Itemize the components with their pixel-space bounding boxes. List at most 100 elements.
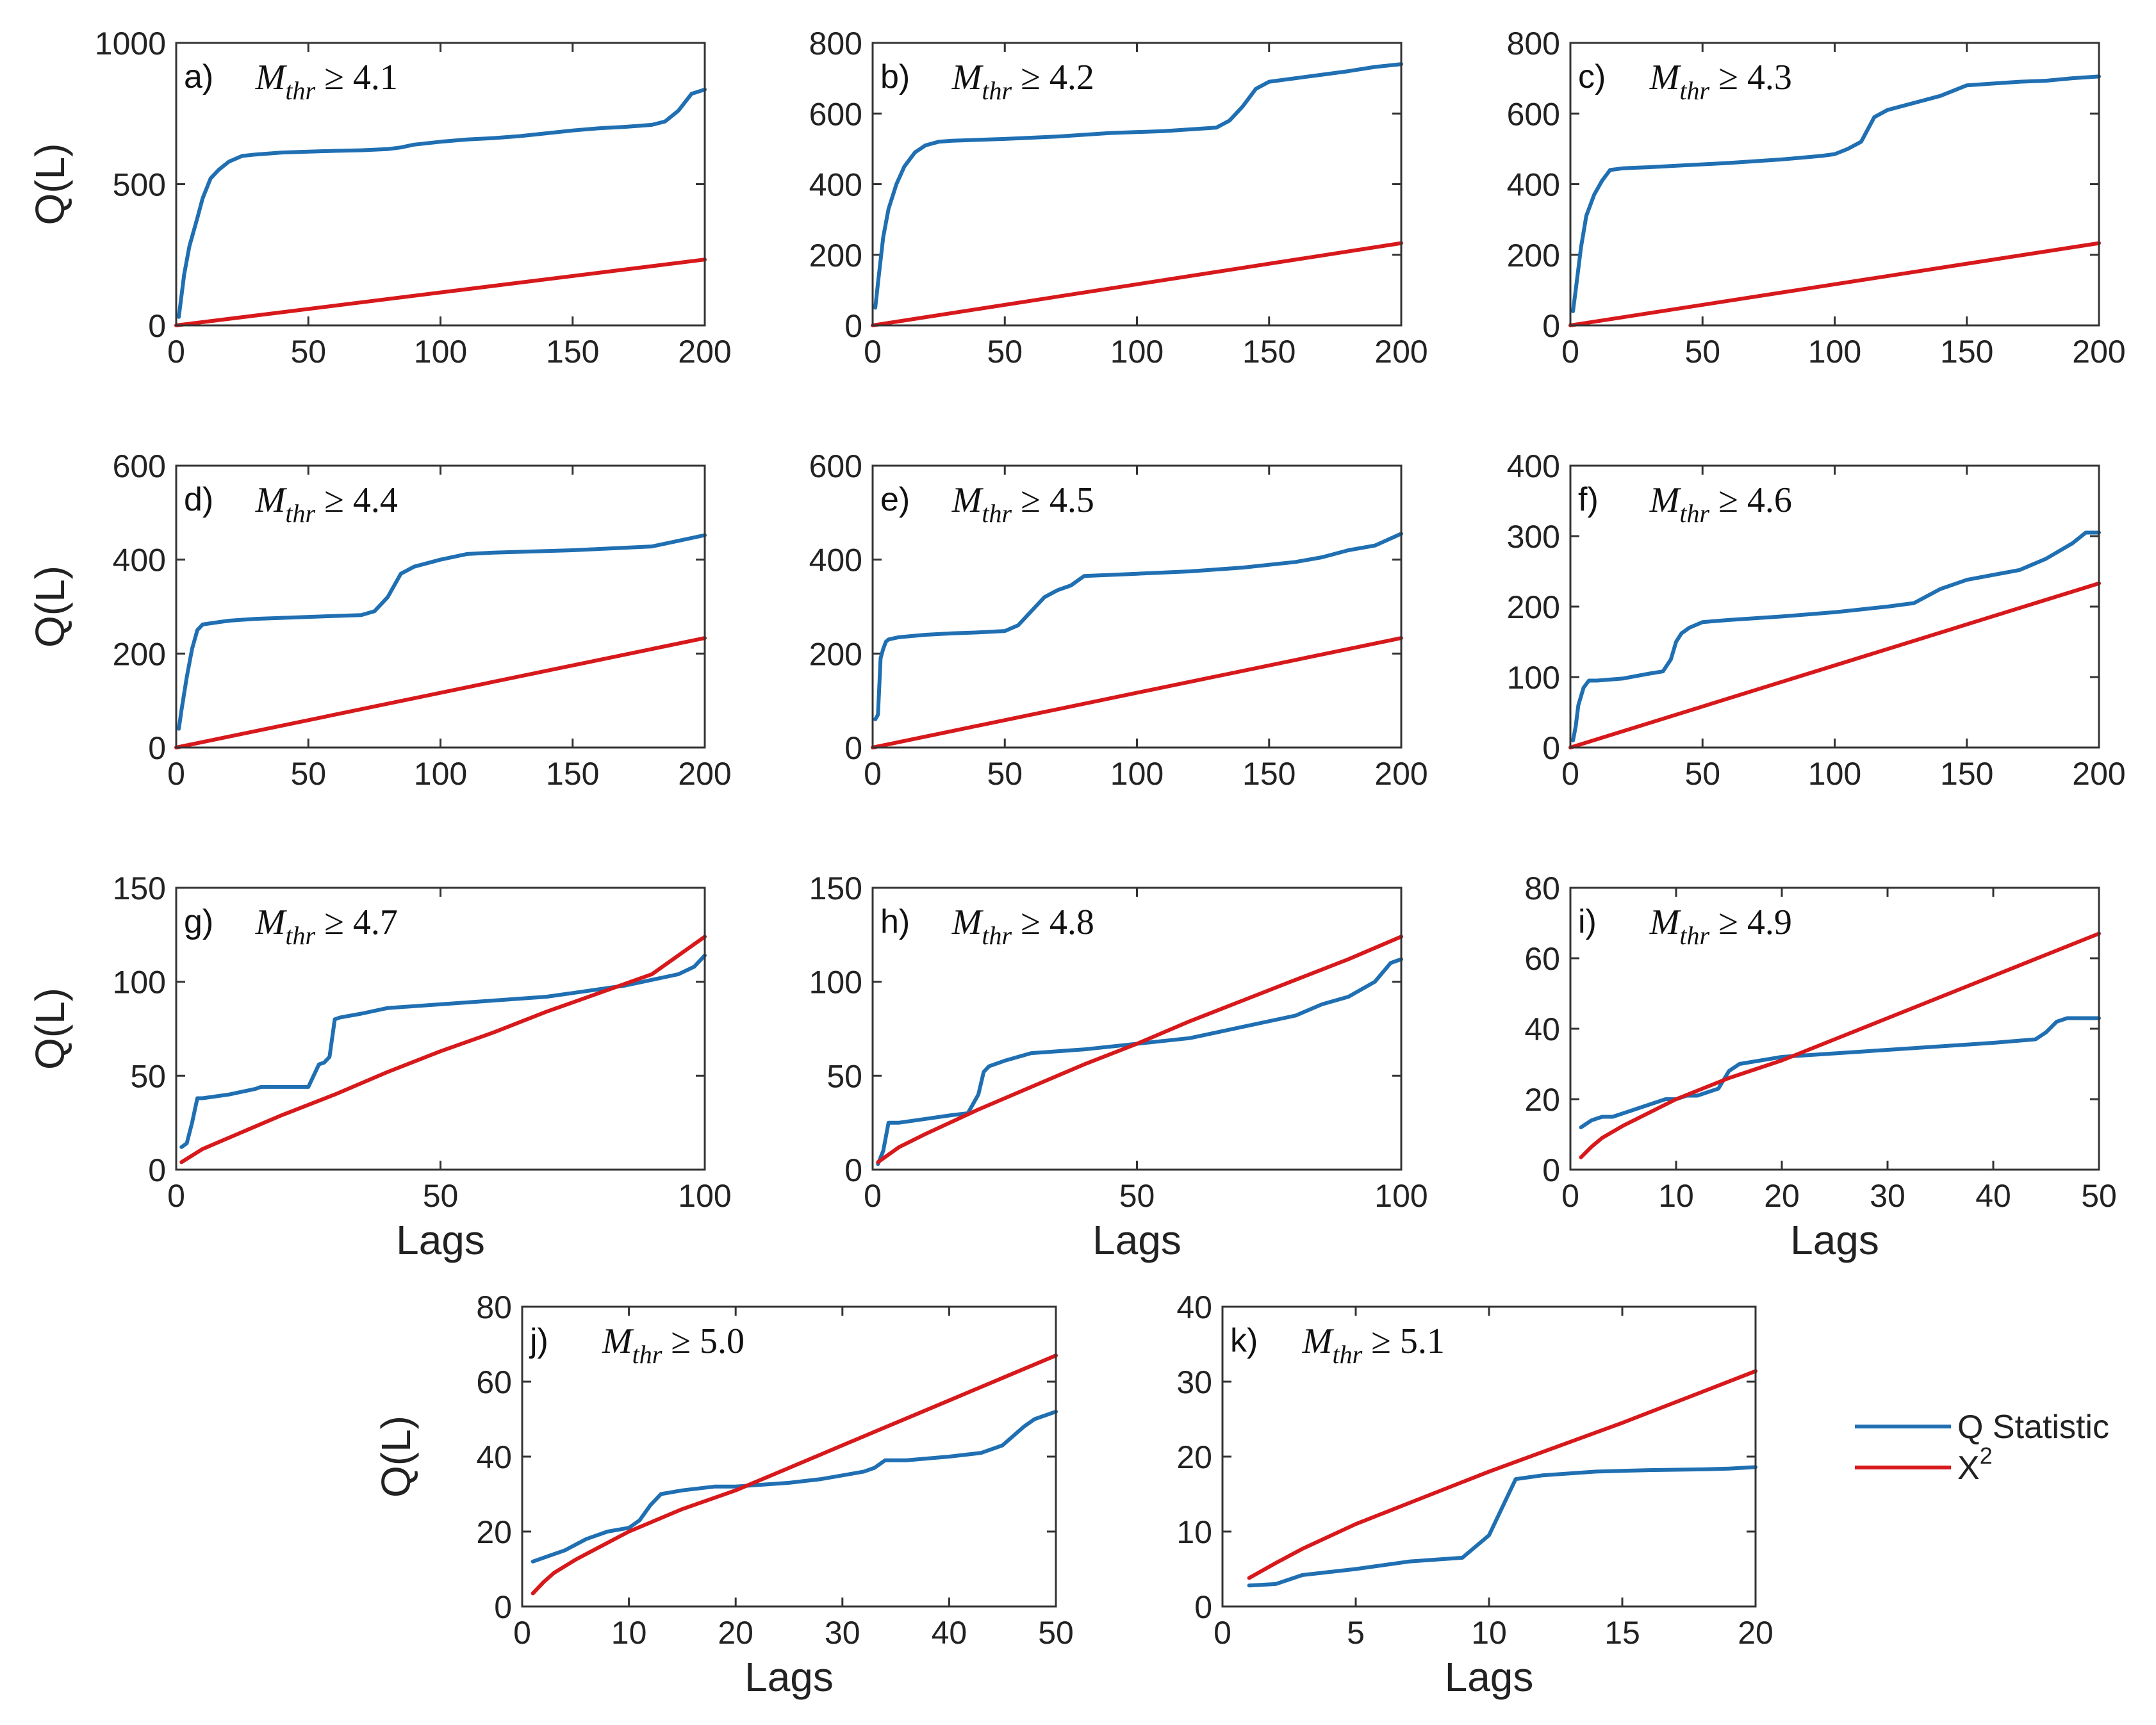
mthr-symbol: M xyxy=(255,903,288,942)
mthr-subscript: thr xyxy=(285,921,315,950)
y-axis-label: Q(L) xyxy=(27,988,73,1070)
magnitude-threshold-label: Mthr ≥ 4.9 xyxy=(1649,903,1792,950)
y-tick-label: 40 xyxy=(476,1439,512,1475)
plot-frame xyxy=(871,42,1403,327)
mthr-value: ≥ 4.3 xyxy=(1709,58,1792,97)
x-tick-label: 100 xyxy=(1110,334,1164,370)
mthr-symbol: M xyxy=(602,1321,634,1361)
x2-line xyxy=(179,935,707,1165)
y-tick-label: 0 xyxy=(148,1152,166,1188)
mthr-subscript: thr xyxy=(285,499,315,528)
x-tick-label: 50 xyxy=(987,756,1023,792)
mthr-subscript: thr xyxy=(982,76,1012,105)
x2-line xyxy=(876,935,1403,1165)
y-tick-label: 400 xyxy=(113,543,166,578)
mthr-subscript: thr xyxy=(982,921,1012,950)
y-axis-label: Q(L) xyxy=(373,1416,419,1498)
y-tick-label: 200 xyxy=(809,636,862,672)
x-tick-label: 0 xyxy=(864,334,882,370)
plot-frame xyxy=(521,1305,1057,1608)
plot-area xyxy=(873,466,1401,748)
panel-letter: k) xyxy=(1230,1322,1258,1359)
y-tick-label: 0 xyxy=(844,730,862,766)
mthr-value: ≥ 4.1 xyxy=(315,58,398,97)
x-tick-label: 10 xyxy=(1471,1615,1507,1651)
x-tick-label: 10 xyxy=(1658,1178,1694,1214)
x-tick-label: 200 xyxy=(2072,756,2125,792)
mthr-symbol: M xyxy=(1302,1321,1335,1361)
plot-area xyxy=(1570,466,2099,748)
mthr-subscript: thr xyxy=(1679,499,1709,528)
y-tick-label: 0 xyxy=(148,308,166,344)
panel-c: 0 50 100 150 200 0 200 400 600 800 c) Mthr ≥ 4.3 xyxy=(1507,26,2126,370)
x-tick-label: 50 xyxy=(290,756,326,792)
mthr-subscript: thr xyxy=(982,499,1012,528)
panel-letter: i) xyxy=(1578,903,1597,940)
panel-g: 0 50 100 0 50 100 150 g) Mthr ≥ 4.7 Q(L) Lags xyxy=(27,871,732,1263)
x2-line xyxy=(1568,241,2101,327)
plot-area xyxy=(1570,888,2099,1170)
y-tick-label: 0 xyxy=(844,308,862,344)
plot-frame xyxy=(175,42,706,327)
plot-frame xyxy=(175,464,706,749)
x-tick-label: 0 xyxy=(167,756,185,792)
y-tick-label: 0 xyxy=(494,1589,512,1625)
magnitude-threshold-label: Mthr ≥ 5.0 xyxy=(602,1321,745,1369)
y-tick-label: 50 xyxy=(130,1058,166,1094)
y-tick-label: 500 xyxy=(113,167,166,203)
panel-i: 0 10 20 30 40 50 0 20 40 60 80 i) Mthr ≥ 4.9 Lags xyxy=(1524,871,2116,1263)
mthr-symbol: M xyxy=(1649,480,1682,520)
x-tick-label: 200 xyxy=(1374,756,1428,792)
panel-e: 0 50 100 150 200 0 200 400 600 e) Mthr ≥ 4.5 xyxy=(809,448,1428,792)
magnitude-threshold-label: Mthr ≥ 4.3 xyxy=(1649,58,1792,105)
y-tick-label: 40 xyxy=(1524,1011,1560,1047)
y-tick-label: 600 xyxy=(809,96,862,132)
x2-line xyxy=(174,258,707,327)
mthr-subscript: thr xyxy=(1332,1340,1362,1369)
x-tick-label: 5 xyxy=(1347,1615,1365,1651)
y-tick-label: 400 xyxy=(1507,448,1560,484)
x-tick-label: 100 xyxy=(1808,756,1861,792)
plot-frame xyxy=(1221,1305,1757,1608)
panel-letter: h) xyxy=(880,903,910,940)
mthr-value: ≥ 4.2 xyxy=(1012,58,1094,97)
x-tick-label: 20 xyxy=(1764,1178,1800,1214)
x-tick-label: 50 xyxy=(1038,1615,1074,1651)
legend-x2-base: X xyxy=(1957,1450,1980,1487)
x-tick-label: 10 xyxy=(611,1615,647,1651)
y-tick-label: 200 xyxy=(1507,589,1560,625)
x-tick-label: 100 xyxy=(1374,1178,1428,1214)
plot-frame xyxy=(871,464,1403,749)
x-tick-label: 0 xyxy=(167,1178,185,1214)
x-tick-label: 0 xyxy=(513,1615,531,1651)
x-tick-label: 100 xyxy=(414,756,467,792)
mthr-symbol: M xyxy=(1649,903,1682,942)
x-tick-label: 150 xyxy=(1242,334,1296,370)
q-statistic-line xyxy=(873,62,1403,310)
y-tick-label: 20 xyxy=(1524,1082,1560,1118)
x2-line xyxy=(1568,581,2101,749)
x2-line xyxy=(871,636,1403,749)
y-tick-label: 0 xyxy=(1542,730,1560,766)
magnitude-threshold-label: Mthr ≥ 5.1 xyxy=(1302,1321,1445,1369)
y-tick-label: 40 xyxy=(1176,1289,1212,1325)
x-tick-label: 0 xyxy=(167,334,185,370)
x-tick-label: 0 xyxy=(1561,1178,1579,1214)
magnitude-threshold-label: Mthr ≥ 4.1 xyxy=(255,58,398,105)
x-tick-label: 150 xyxy=(546,756,599,792)
x-tick-label: 150 xyxy=(1940,756,1993,792)
plot-frame xyxy=(1569,887,2100,1171)
legend-q-label: Q Statistic xyxy=(1957,1409,2109,1446)
panel-d: 0 50 100 150 200 0 200 400 600 d) Mthr ≥ 4.4 Q(L) xyxy=(27,448,732,792)
mthr-value: ≥ 4.4 xyxy=(315,480,398,520)
mthr-subscript: thr xyxy=(285,76,315,105)
y-tick-label: 400 xyxy=(809,167,862,203)
x-tick-label: 200 xyxy=(2072,334,2125,370)
panel-b: 0 50 100 150 200 0 200 400 600 800 b) Mthr ≥ 4.2 xyxy=(809,26,1428,370)
y-tick-label: 0 xyxy=(1194,1589,1212,1625)
plot-frame xyxy=(1569,42,2100,327)
panel-letter: a) xyxy=(184,58,213,95)
y-tick-label: 400 xyxy=(809,543,862,578)
